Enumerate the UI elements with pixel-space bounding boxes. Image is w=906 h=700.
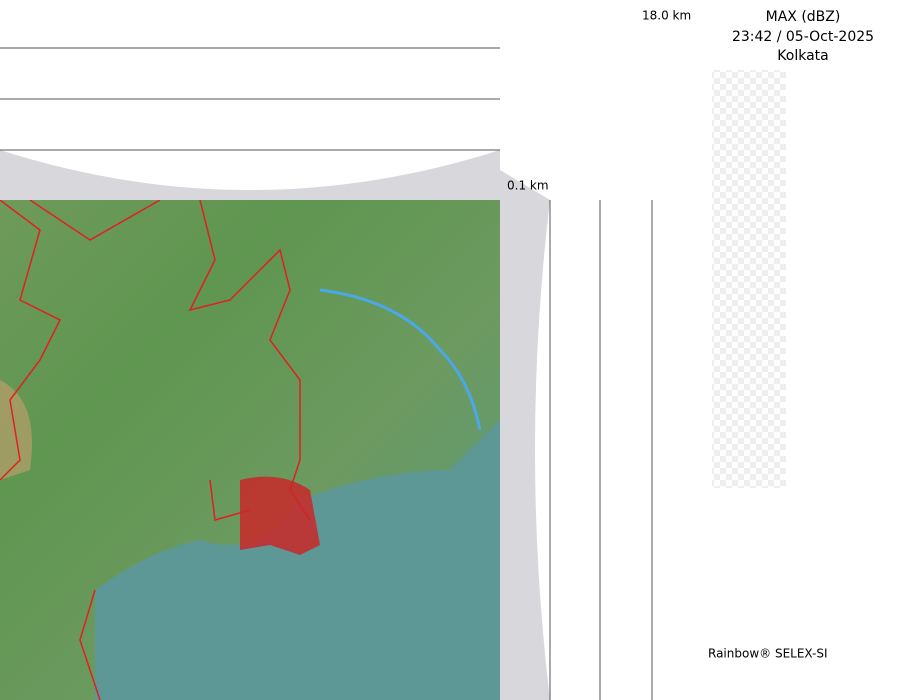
boundaries [0,200,311,700]
sea [95,420,500,700]
location: Kolkata [777,48,828,64]
corner [500,0,700,200]
datetime: 23:42 / 05-Oct-2025 [732,29,874,45]
side-lines [549,200,653,700]
side-height-label: 0.1 km [507,179,549,193]
map [0,200,500,700]
top-panel-area [0,0,500,190]
sundarbans [240,476,320,555]
scale-background [712,70,786,488]
highland [0,380,32,480]
footer: Rainbow® SELEX-SI [708,647,828,661]
title: MAX (dBZ) [766,9,841,25]
corner-shade [500,170,550,200]
height-lines [0,47,500,151]
side-panel-shade [500,200,550,700]
top-height-label: 18.0 km [642,9,691,23]
river [319,288,482,431]
